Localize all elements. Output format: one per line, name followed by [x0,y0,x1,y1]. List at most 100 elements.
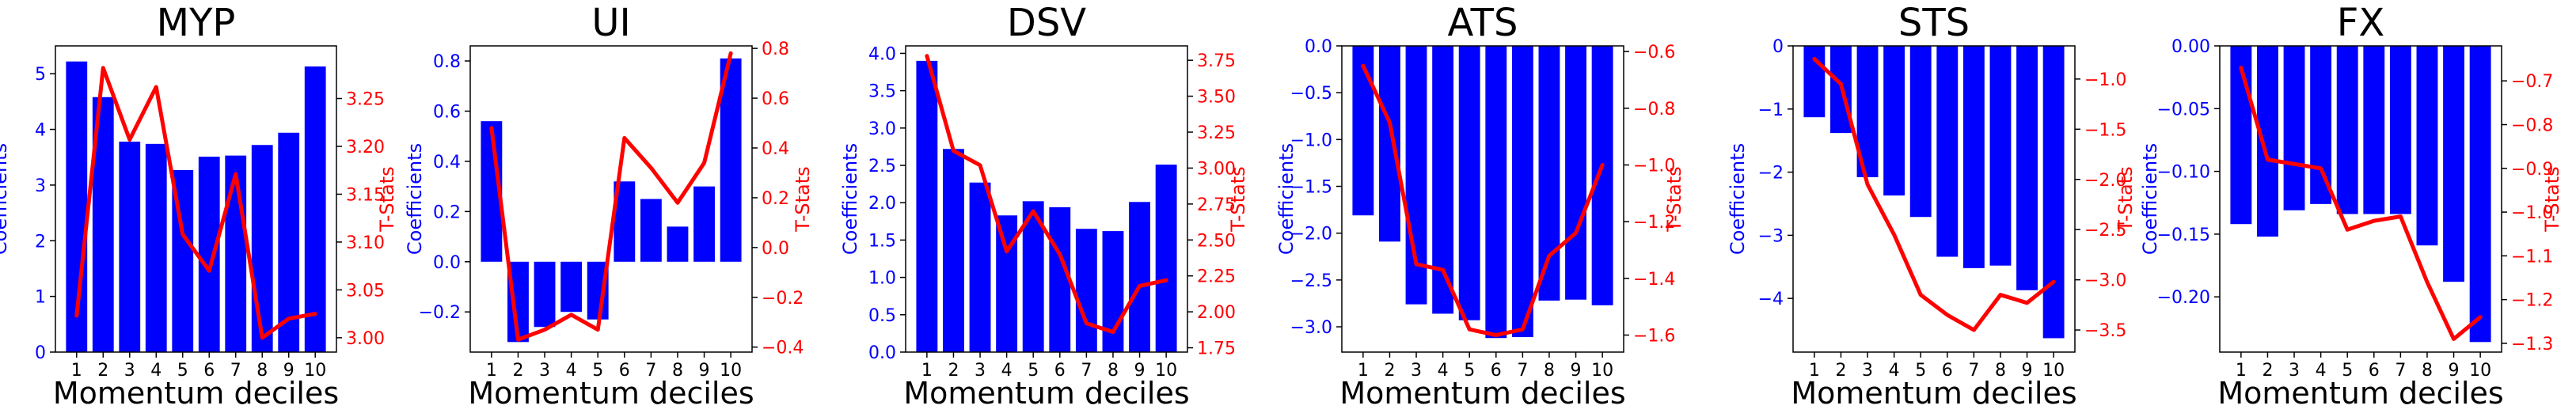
bar [1075,229,1097,352]
bar [2443,46,2464,282]
x-tick-label: 2 [512,361,523,381]
right-y-tick-label: 3.00 [346,329,385,349]
bar [2389,46,2411,214]
x-tick-label: 2 [2262,361,2273,381]
right-y-tick-label: 0.0 [762,239,789,259]
right-y-tick-label: −1.0 [2084,70,2126,90]
x-tick-label: 9 [283,361,294,381]
right-y-tick-label: −1.6 [1633,327,1675,347]
plot-frame [905,45,1188,353]
x-tick-label: 3 [1411,361,1422,381]
right-y-tick-label: 2.75 [1197,195,1236,215]
x-tick-label: 5 [592,361,603,381]
left-y-tick-label: −0.2 [419,303,461,323]
plot-frame [2219,45,2502,353]
right-y-tick-label: −1.2 [1633,213,1675,233]
chart-title: DSV [1007,1,1086,45]
bar [2283,46,2305,210]
right-y-tick-label: 0.8 [762,40,789,59]
left-y-tick-label: 0.8 [433,52,461,72]
x-tick-label: 3 [539,361,550,381]
left-y-tick-label: 0 [1772,37,1784,57]
right-y-tick-label: 3.20 [346,138,385,157]
x-tick-label: 7 [230,361,241,381]
chart-panel-sts: STS Momentum deciles Coefficients T-Stat… [1727,1,2137,411]
left-y-tick-label: 3 [35,176,46,196]
right-axis-label: T-Stats [1663,166,1685,232]
left-y-tick-label: −0.10 [2157,163,2210,183]
bar [1989,46,2012,266]
tstat-line [489,51,733,342]
right-y-tick-label: 2.25 [1197,267,1236,287]
x-tick-label: 7 [1517,361,1528,381]
bar [996,215,1018,352]
right-y-tick-label: 1.75 [1197,339,1236,359]
x-tick-label: 1 [71,361,82,381]
right-y-tick-label: 2.50 [1197,231,1236,251]
chart-panel-ui: UI Momentum deciles Coefficients T-Stats… [404,1,814,411]
bar [534,261,556,328]
chart-title: STS [1898,1,1970,45]
bar [119,142,141,352]
right-y-tick-label: 3.05 [346,281,385,301]
bar [693,186,715,262]
right-axis-label: T-Stats [792,166,814,232]
x-tick-label: 1 [1809,361,1820,381]
bar [2363,46,2385,214]
chart-panel-fx: FX Momentum deciles Coefficients T-Stats… [2139,1,2563,411]
left-y-tick-label: 2.5 [868,157,896,176]
x-tick-label: 4 [1438,361,1449,381]
right-y-tick-label: 0.2 [762,189,789,209]
right-y-tick-label: −2.0 [2084,171,2126,191]
right-axis-label: T-Stats [376,166,398,232]
right-y-tick-label: −1.0 [1633,157,1675,176]
x-tick-label: 7 [645,361,656,381]
left-y-tick-label: −3 [1758,226,1784,246]
chart-title: ATS [1448,1,1518,45]
chart-panel-dsv: DSV Momentum deciles Coefficients T-Stat… [839,1,1249,411]
x-tick-label: 7 [2395,361,2406,381]
bar [1803,46,1826,118]
left-y-tick-label: −0.5 [1290,84,1332,104]
bar [304,66,326,352]
tstat-line [925,54,1168,335]
bar [2042,46,2065,339]
right-y-tick-label: 3.50 [1197,88,1236,108]
right-y-tick-label: −1.0 [2511,203,2553,223]
left-y-tick-label: 0.2 [433,203,461,222]
x-tick-label: 9 [1571,361,1582,381]
x-tick-label: 7 [1081,361,1092,381]
bar [2230,46,2252,225]
tstat-line [74,66,317,340]
x-tick-label: 4 [1001,361,1013,381]
bar [1591,46,1613,305]
left-y-tick-label: −1 [1758,100,1784,120]
left-axis-label: Coefficients [404,143,426,255]
chart-title: FX [2337,1,2385,45]
x-tick-label: 1 [921,361,933,381]
left-y-tick-label: 4 [35,121,46,141]
left-y-tick-label: −1.0 [1290,131,1332,150]
bar [1379,46,1400,242]
x-tick-label: 1 [2236,361,2247,381]
bar [916,60,938,352]
x-tick-label: 10 [1155,361,1177,381]
x-tick-label: 9 [699,361,710,381]
right-y-tick-label: −1.1 [2511,247,2553,267]
left-y-tick-label: −0.20 [2157,288,2210,308]
left-y-tick-label: 0.0 [868,343,896,363]
right-y-tick-label: −0.7 [2511,72,2553,92]
x-tick-label: 6 [1054,361,1066,381]
right-y-tick-label: 3.10 [346,233,385,253]
bar [1458,46,1480,320]
x-tick-label: 10 [304,361,326,381]
bar [2016,46,2038,290]
left-y-tick-label: 0.6 [433,102,461,122]
right-y-tick-label: −0.8 [2511,116,2553,136]
bar [667,226,689,262]
right-y-tick-label: 3.75 [1197,51,1236,71]
x-tick-label: 5 [1028,361,1039,381]
x-tick-label: 3 [124,361,135,381]
left-y-tick-label: 3.5 [868,82,896,102]
left-y-tick-label: 0.5 [868,306,896,326]
